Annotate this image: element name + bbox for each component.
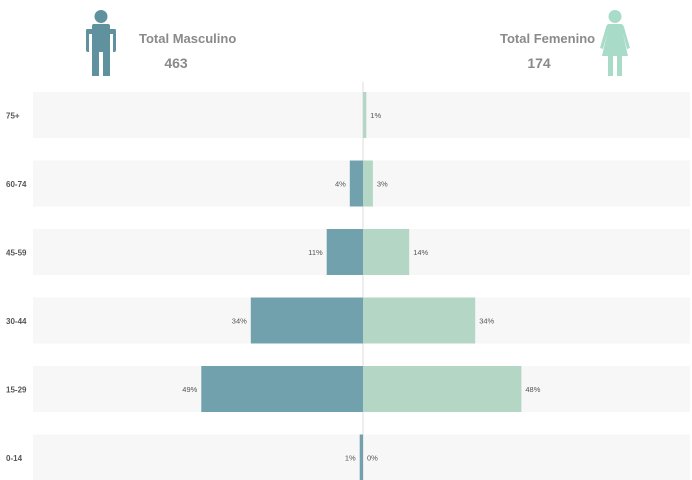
- category-label: 15-29: [6, 386, 27, 395]
- female-bar: [363, 160, 373, 207]
- category-label: 30-44: [6, 317, 27, 326]
- chart-header: Total Masculino 463 Total Femenino 174: [0, 0, 692, 80]
- female-total-value: 174: [527, 55, 551, 71]
- male-value-label: 34%: [232, 317, 247, 326]
- female-value-label: 14%: [413, 248, 428, 257]
- female-bar: [363, 366, 522, 412]
- row-band: [33, 92, 690, 138]
- male-value-label: 49%: [182, 385, 197, 394]
- male-bar: [250, 297, 363, 344]
- male-bar: [326, 229, 363, 275]
- category-label: 0-14: [6, 454, 23, 463]
- male-value-label: 11%: [308, 248, 323, 257]
- female-value-label: 0%: [367, 454, 378, 463]
- female-bar: [363, 297, 476, 344]
- male-person-icon: [86, 10, 116, 76]
- female-bar: [363, 229, 410, 275]
- male-total-value: 463: [164, 55, 188, 71]
- category-label: 45-59: [6, 249, 27, 258]
- row-bands: [33, 92, 690, 480]
- male-bar: [201, 366, 363, 412]
- female-value-label: 1%: [370, 111, 381, 120]
- female-bar: [363, 92, 367, 138]
- female-value-label: 48%: [525, 385, 540, 394]
- female-total-label: Total Femenino: [500, 31, 596, 46]
- category-label: 60-74: [6, 180, 27, 189]
- labels: 75+ 1% 60-74 4% 3% 45-59 11% 14% 30-44 34% 34% 15-2…: [6, 111, 541, 463]
- male-value-label: 4%: [335, 180, 346, 189]
- male-bar: [359, 434, 363, 480]
- bars: [201, 92, 522, 480]
- female-value-label: 3%: [377, 180, 388, 189]
- female-value-label: 34%: [479, 317, 494, 326]
- female-person-icon: [600, 10, 630, 76]
- male-value-label: 1%: [345, 454, 356, 463]
- male-bar: [349, 160, 363, 207]
- category-label: 75+: [6, 112, 20, 121]
- male-total-label: Total Masculino: [139, 31, 237, 46]
